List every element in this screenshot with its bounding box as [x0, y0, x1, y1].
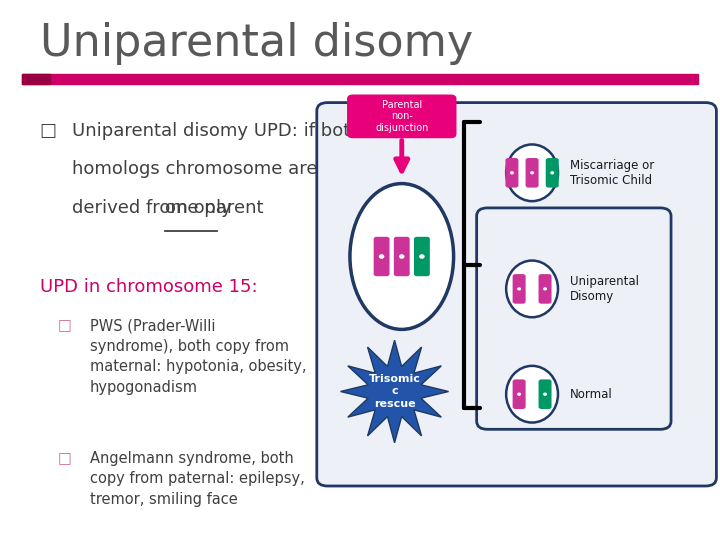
Text: Parental
non-
disjunction: Parental non- disjunction: [375, 100, 428, 133]
FancyBboxPatch shape: [546, 158, 559, 187]
Text: Miscarriage or
Trisomic Child: Miscarriage or Trisomic Child: [570, 159, 654, 187]
Ellipse shape: [350, 184, 454, 329]
Text: □: □: [58, 451, 71, 466]
FancyBboxPatch shape: [526, 158, 539, 187]
Text: Uniparental disomy: Uniparental disomy: [40, 22, 473, 65]
Text: PWS (Prader-Willi
syndrome), both copy from
maternal: hypotonia, obesity,
hypogo: PWS (Prader-Willi syndrome), both copy f…: [90, 319, 307, 395]
FancyBboxPatch shape: [513, 380, 526, 409]
FancyBboxPatch shape: [513, 274, 526, 303]
Ellipse shape: [543, 393, 547, 396]
Bar: [22, 74, 698, 84]
Text: Trisomic
c
rescue: Trisomic c rescue: [369, 374, 420, 409]
Text: one parent: one parent: [166, 199, 264, 217]
Ellipse shape: [506, 144, 558, 201]
Ellipse shape: [419, 254, 425, 259]
Ellipse shape: [530, 171, 534, 174]
Text: Angelmann syndrome, both
copy from paternal: epilepsy,
tremor, smiling face: Angelmann syndrome, both copy from pater…: [90, 451, 305, 507]
FancyBboxPatch shape: [539, 380, 552, 409]
Ellipse shape: [399, 254, 405, 259]
FancyBboxPatch shape: [374, 237, 390, 276]
Ellipse shape: [506, 366, 558, 422]
Text: □: □: [40, 122, 57, 139]
Text: Uniparental disomy UPD: if both: Uniparental disomy UPD: if both: [72, 122, 361, 139]
Ellipse shape: [517, 287, 521, 291]
FancyBboxPatch shape: [477, 208, 671, 429]
Ellipse shape: [543, 287, 547, 291]
FancyBboxPatch shape: [317, 103, 716, 486]
Text: homologs chromosome are: homologs chromosome are: [72, 160, 318, 178]
FancyBboxPatch shape: [539, 274, 552, 303]
Ellipse shape: [510, 171, 514, 174]
Ellipse shape: [506, 260, 558, 317]
FancyBboxPatch shape: [414, 237, 430, 276]
Polygon shape: [341, 340, 449, 443]
FancyBboxPatch shape: [394, 237, 410, 276]
Text: UPD in chromosome 15:: UPD in chromosome 15:: [40, 278, 257, 296]
Text: Uniparental
Disomy: Uniparental Disomy: [570, 275, 639, 303]
Ellipse shape: [517, 393, 521, 396]
FancyBboxPatch shape: [347, 94, 456, 138]
Ellipse shape: [550, 171, 554, 174]
Bar: [22, 74, 50, 84]
Text: derived from only: derived from only: [72, 199, 238, 217]
Ellipse shape: [379, 254, 384, 259]
Text: Normal: Normal: [570, 388, 612, 401]
FancyBboxPatch shape: [505, 158, 518, 187]
Text: □: □: [58, 319, 71, 334]
